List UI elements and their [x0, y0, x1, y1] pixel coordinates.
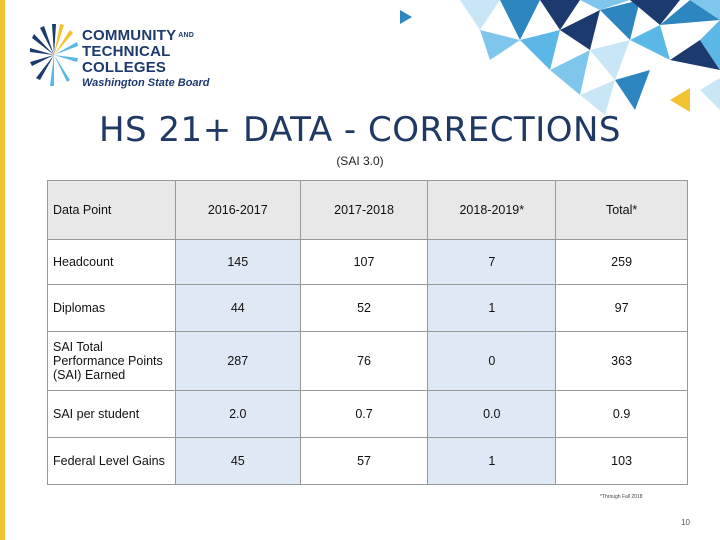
logo-line-3: Washington State Board — [82, 77, 210, 89]
data-table: Data Point 2016-2017 2017-2018 2018-2019… — [47, 180, 688, 485]
row-label: SAI per student — [47, 390, 176, 438]
table-cell: 76 — [299, 331, 429, 391]
table-row: Diplomas 44 52 1 97 — [47, 284, 688, 332]
starburst-logo-icon — [30, 24, 78, 86]
logo-line-1: COMMUNITY — [82, 27, 177, 44]
table-cell: 0.7 — [299, 390, 429, 438]
page-title: HS 21+ DATA - CORRECTIONS — [98, 110, 622, 150]
row-label: Federal Level Gains — [47, 437, 176, 485]
table-cell: 52 — [299, 284, 429, 332]
table-cell: 44 — [174, 284, 301, 332]
header-data-point: Data Point — [47, 180, 176, 240]
logo-line-2: TECHNICAL COLLEGES — [82, 43, 171, 76]
row-label: Diplomas — [47, 284, 176, 332]
left-accent-bar — [0, 0, 5, 540]
table-cell: 287 — [174, 331, 301, 391]
footnote: *Through Fall 2018 — [600, 494, 643, 500]
table-row: Headcount 145 107 7 259 — [47, 239, 688, 285]
table-cell: 97 — [555, 284, 688, 332]
row-label: SAI Total Performance Points (SAI) Earne… — [47, 331, 176, 391]
table-cell: 259 — [555, 239, 688, 285]
table-cell: 0.9 — [555, 390, 688, 438]
page-subtitle: (SAI 3.0) — [336, 154, 384, 168]
table-cell: 103 — [555, 437, 688, 485]
table-cell: 0 — [427, 331, 557, 391]
table-cell: 107 — [299, 239, 429, 285]
logo: COMMUNITY AND TECHNICAL COLLEGES Washingt… — [30, 22, 250, 90]
page-number: 10 — [681, 518, 690, 527]
table-cell: 1 — [427, 284, 557, 332]
table-cell: 7 — [427, 239, 557, 285]
header-2018-2019: 2018-2019* — [427, 180, 557, 240]
table-header-row: Data Point 2016-2017 2017-2018 2018-2019… — [47, 180, 688, 240]
table-row: SAI Total Performance Points (SAI) Earne… — [47, 331, 688, 391]
logo-line-1-suffix: AND — [178, 32, 195, 39]
table-row: Federal Level Gains 45 57 1 103 — [47, 437, 688, 485]
decorative-triangle-pattern — [400, 0, 720, 115]
table-cell: 45 — [174, 437, 301, 485]
table-cell: 145 — [174, 239, 301, 285]
table-row: SAI per student 2.0 0.7 0.0 0.9 — [47, 390, 688, 438]
table-cell: 1 — [427, 437, 557, 485]
logo-wordmark: COMMUNITY AND TECHNICAL COLLEGES Washingt… — [82, 28, 250, 90]
row-label: Headcount — [47, 239, 176, 285]
table-cell: 0.0 — [427, 390, 557, 438]
table-cell: 57 — [299, 437, 429, 485]
header-total: Total* — [555, 180, 688, 240]
table-cell: 363 — [555, 331, 688, 391]
table-cell: 2.0 — [174, 390, 301, 438]
header-2016-2017: 2016-2017 — [174, 180, 301, 240]
header-2017-2018: 2017-2018 — [299, 180, 429, 240]
